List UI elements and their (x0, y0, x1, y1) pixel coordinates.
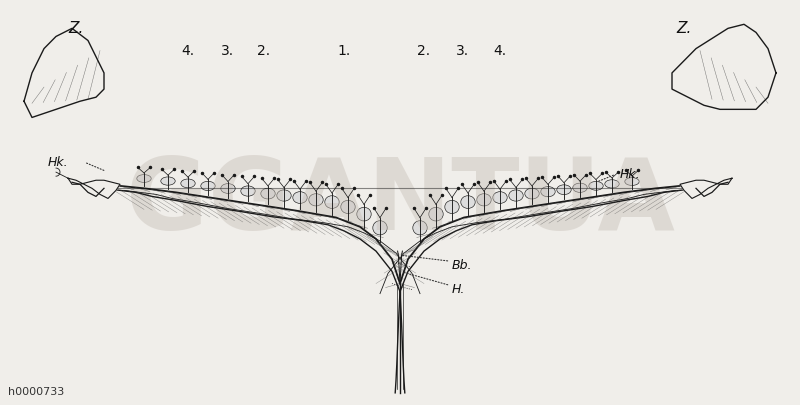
Text: 4.: 4. (182, 44, 194, 58)
Ellipse shape (493, 192, 507, 203)
Ellipse shape (573, 183, 587, 192)
Polygon shape (24, 28, 104, 117)
Ellipse shape (541, 187, 555, 197)
Ellipse shape (525, 188, 539, 199)
Ellipse shape (373, 221, 387, 235)
Ellipse shape (181, 179, 195, 188)
Text: Z.: Z. (676, 21, 691, 36)
Ellipse shape (201, 181, 215, 191)
Polygon shape (672, 24, 776, 109)
Ellipse shape (509, 190, 523, 201)
Ellipse shape (241, 186, 255, 196)
Text: Z.: Z. (68, 21, 83, 36)
Ellipse shape (161, 177, 175, 185)
Ellipse shape (261, 188, 275, 199)
Ellipse shape (325, 196, 339, 209)
Ellipse shape (625, 178, 639, 185)
Ellipse shape (445, 200, 459, 213)
Text: 1.: 1. (338, 44, 350, 58)
Ellipse shape (277, 190, 291, 201)
Text: 3.: 3. (222, 44, 234, 58)
Text: GGANTUA: GGANTUA (126, 154, 674, 251)
Ellipse shape (461, 196, 475, 209)
Text: h0000733: h0000733 (8, 387, 64, 397)
Text: H.: H. (452, 283, 466, 296)
Ellipse shape (309, 194, 323, 206)
Polygon shape (680, 178, 732, 198)
Ellipse shape (477, 194, 491, 206)
Text: 4.: 4. (494, 44, 506, 58)
Text: 3.: 3. (456, 44, 469, 58)
Ellipse shape (341, 200, 355, 213)
Ellipse shape (221, 183, 235, 193)
Text: Hk.: Hk. (48, 156, 69, 168)
Text: 2.: 2. (418, 44, 430, 58)
Ellipse shape (605, 180, 619, 188)
Polygon shape (68, 178, 120, 198)
Ellipse shape (413, 221, 427, 235)
Ellipse shape (137, 175, 151, 182)
Ellipse shape (357, 207, 371, 221)
Ellipse shape (293, 192, 307, 203)
Ellipse shape (557, 185, 571, 194)
Text: Bb.: Bb. (452, 259, 473, 272)
Text: Hk.: Hk. (620, 168, 641, 181)
Ellipse shape (589, 181, 603, 190)
Text: 2.: 2. (258, 44, 270, 58)
Ellipse shape (429, 207, 443, 221)
